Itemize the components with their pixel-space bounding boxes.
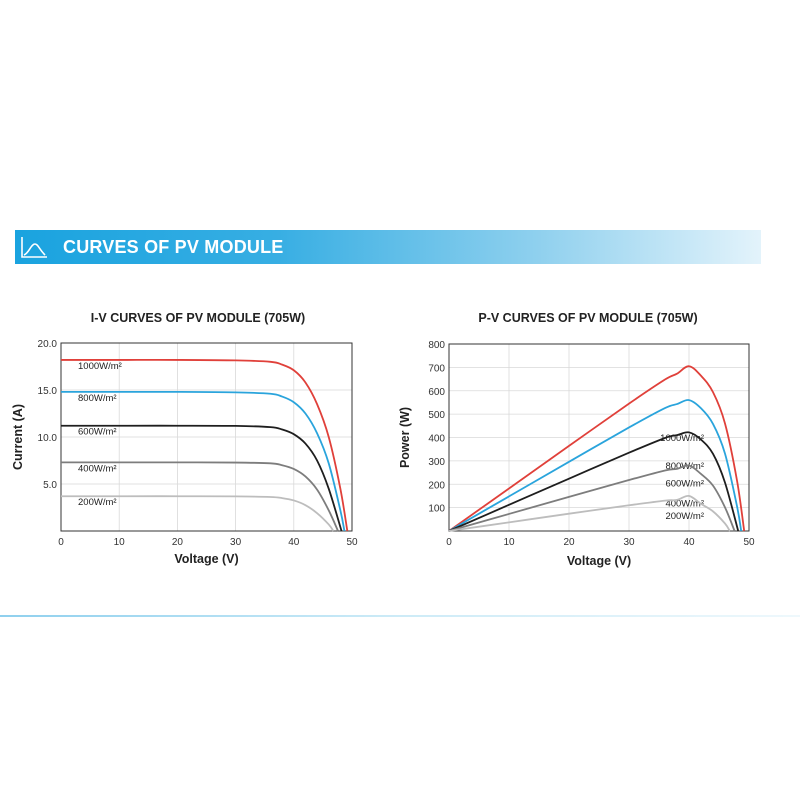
pv-plot-frame [448,343,750,532]
pv-series-label: 400W/m² [665,498,704,509]
pv-series-label: 200W/m² [665,511,704,522]
iv-plot-frame [60,342,353,532]
pv-x-tick-label: 10 [503,537,515,548]
pv-x-tick-label: 20 [563,537,575,548]
iv-x-axis-label: Voltage (V) [174,552,238,566]
section-banner: CURVES OF PV MODULE [15,230,761,264]
iv-series-line-2 [61,424,343,532]
iv-x-tick-label: 40 [288,537,300,548]
pv-series-label: 600W/m² [665,479,704,490]
pv-x-tick-label: 40 [683,537,695,548]
pv-y-tick-label: 300 [428,457,445,468]
pv-y-tick-label: 800 [428,340,445,351]
pv-y-axis-label: Power (W) [398,407,412,468]
iv-series-line-0 [60,358,349,532]
iv-y-axis-label: Current (A) [11,404,25,470]
pv-chart-title: P-V CURVES OF PV MODULE (705W) [478,311,697,325]
pv-y-tick-label: 600 [428,387,445,398]
pv-x-axis-label: Voltage (V) [567,554,631,568]
iv-chart-title: I-V CURVES OF PV MODULE (705W) [91,311,305,325]
iv-x-tick-label: 50 [346,537,358,548]
iv-chart: I-V CURVES OF PV MODULE (705W) 5.0 10.0 15.… [11,311,358,566]
pv-y-tick-label: 200 [428,480,445,491]
iv-series-label: 800W/m² [78,393,117,404]
pv-series-label: 1000W/m² [660,433,704,444]
pv-y-tick-label: 400 [428,434,445,445]
pv-x-tick-label: 30 [623,537,635,548]
iv-y-tick-label: 10.0 [38,433,58,444]
pv-y-tick-label: 100 [428,504,445,515]
pv-x-tick-label: 0 [446,537,452,548]
iv-y-tick-label: 20.0 [38,339,58,350]
iv-x-tick-label: 10 [114,537,126,548]
pv-y-tick-label: 700 [428,363,445,374]
line-chart-icon [21,237,47,258]
pv-series-line-2 [448,431,740,532]
iv-y-tick-label: 5.0 [43,480,57,491]
divider [0,615,800,617]
iv-y-tick-label: 15.0 [38,386,58,397]
pv-x-tick-label: 50 [743,537,755,548]
iv-series-label: 1000W/m² [78,361,122,372]
iv-series-label: 200W/m² [78,497,117,508]
iv-x-tick-label: 20 [172,537,184,548]
pv-chart: P-V CURVES OF PV MODULE (705W)1002003004… [398,311,755,568]
iv-x-tick-label: 30 [230,537,242,548]
iv-x-tick-label: 0 [58,537,64,548]
section-title: CURVES OF PV MODULE [63,237,284,257]
iv-series-label: 600W/m² [78,427,117,438]
iv-series-line-1 [61,390,346,532]
pv-y-tick-label: 500 [428,410,445,421]
iv-series-label: 400W/m² [78,463,117,474]
pv-series-line-1 [448,399,743,532]
pv-series-line-0 [448,365,746,532]
